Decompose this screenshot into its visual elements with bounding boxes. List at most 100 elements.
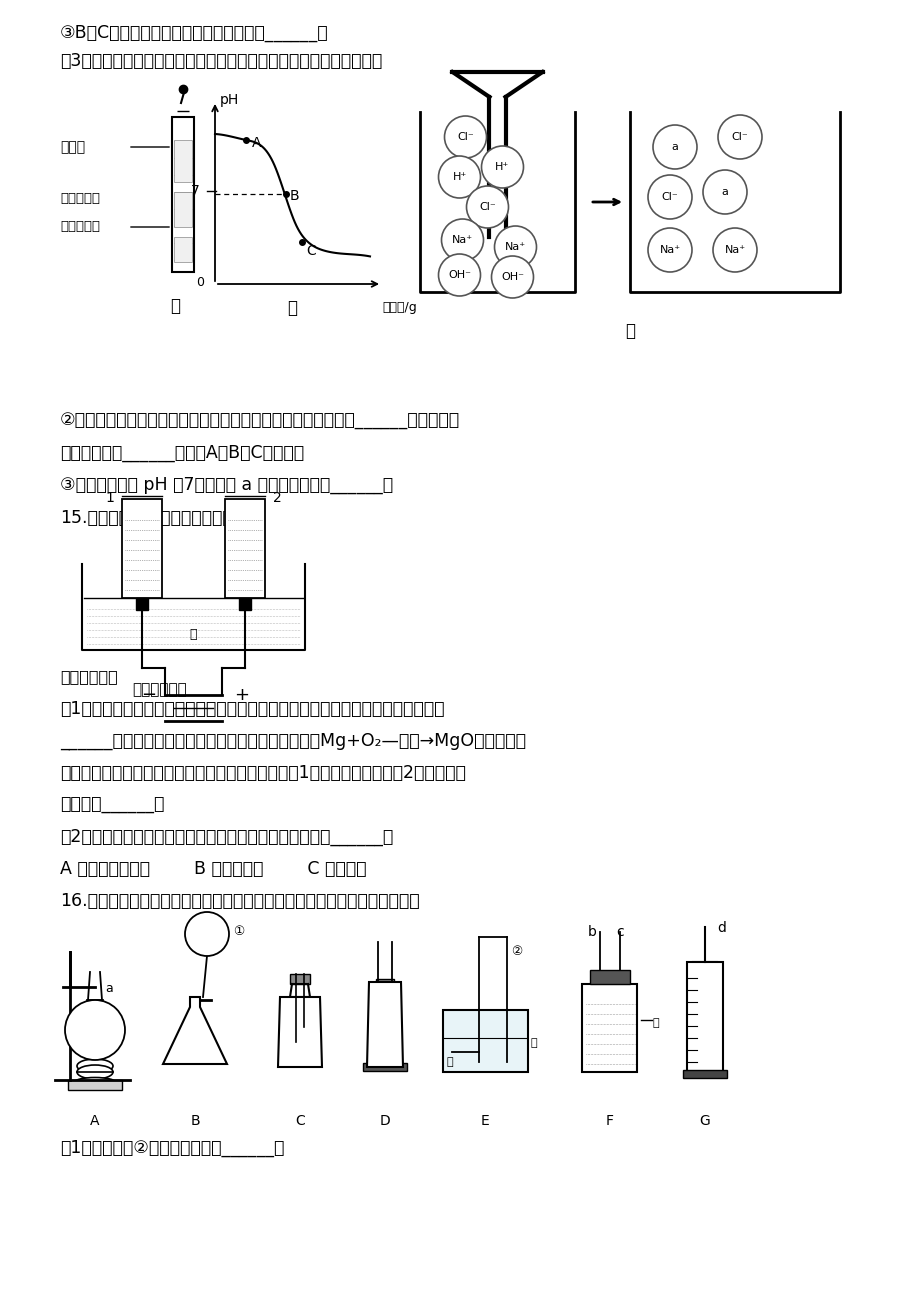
- Text: ②: ②: [510, 945, 522, 958]
- Circle shape: [438, 156, 480, 198]
- Text: Cl⁻: Cl⁻: [661, 191, 677, 202]
- Text: 0: 0: [196, 276, 204, 289]
- Text: B: B: [190, 1115, 199, 1128]
- Text: ①: ①: [233, 924, 244, 937]
- Text: （1）写出图中②标示的付器名称______。: （1）写出图中②标示的付器名称______。: [60, 1139, 284, 1157]
- Text: +: +: [233, 686, 249, 704]
- Bar: [172, 117, 194, 272]
- Bar: [136, 598, 148, 611]
- Text: a: a: [720, 187, 728, 197]
- Text: G: G: [698, 1115, 709, 1128]
- Circle shape: [647, 228, 691, 272]
- Circle shape: [441, 219, 483, 260]
- Circle shape: [717, 115, 761, 159]
- Text: B: B: [289, 189, 299, 203]
- Text: 甲: 甲: [170, 297, 180, 315]
- Text: 7: 7: [190, 184, 199, 198]
- Circle shape: [652, 125, 697, 169]
- Bar: [174, 191, 192, 227]
- Text: OH⁻: OH⁻: [501, 272, 524, 283]
- Text: 水: 水: [530, 1038, 537, 1048]
- Text: 可用图乙中点______（选填A、B或C）表示。: 可用图乙中点______（选填A、B或C）表示。: [60, 444, 304, 462]
- Text: Cl⁻: Cl⁻: [457, 132, 473, 142]
- Text: C: C: [305, 243, 315, 258]
- Text: A: A: [252, 135, 261, 150]
- Text: （3）物质鉴别完成后，取稀盐酸滴入氪氧化钓溶液中，如图甲所示。: （3）物质鉴别完成后，取稀盐酸滴入氪氧化钓溶液中，如图甲所示。: [60, 52, 381, 70]
- Circle shape: [185, 911, 229, 956]
- Circle shape: [712, 228, 756, 272]
- Text: ③若反应后溶液 pH 为7，图丙中 a 微粒的化学式为______。: ③若反应后溶液 pH 为7，图丙中 a 微粒的化学式为______。: [60, 477, 392, 493]
- Bar: [239, 598, 251, 611]
- Text: pH: pH: [220, 92, 239, 107]
- Text: 水的电解实验: 水的电解实验: [131, 682, 187, 697]
- Text: Na⁺: Na⁺: [659, 245, 680, 255]
- Text: D: D: [380, 1115, 390, 1128]
- Text: 水: 水: [189, 628, 197, 641]
- Text: c: c: [616, 924, 623, 939]
- Text: −: −: [141, 686, 156, 704]
- Ellipse shape: [77, 1065, 113, 1079]
- Circle shape: [466, 186, 508, 228]
- Text: 炉具清洁剂: 炉具清洁剂: [60, 220, 100, 233]
- Circle shape: [481, 146, 523, 187]
- Text: H⁺: H⁺: [494, 161, 509, 172]
- Text: ②若反应后溶液呼红色，则反应后溶液中的溶质是（酱酶除外）______；此时溶液: ②若反应后溶液呼红色，则反应后溶液中的溶质是（酱酶除外）______；此时溶液: [60, 411, 460, 430]
- Text: Na⁺: Na⁺: [505, 242, 526, 253]
- Text: 15.水与人类的生活和生产密切相关。: 15.水与人类的生活和生产密切相关。: [60, 509, 243, 527]
- Circle shape: [65, 1000, 125, 1060]
- Text: 水: 水: [446, 1057, 453, 1068]
- Bar: [589, 970, 630, 984]
- Text: 滴有酚酞的: 滴有酚酞的: [60, 191, 100, 204]
- Text: A 过氧化氢的分解        B 氢气的燃烧        C 水的电解: A 过氧化氢的分解 B 氢气的燃烧 C 水的电解: [60, 861, 366, 878]
- Text: Cl⁻: Cl⁻: [479, 202, 495, 212]
- Circle shape: [444, 116, 486, 158]
- Bar: [225, 499, 265, 598]
- Text: 丙: 丙: [624, 322, 634, 340]
- Polygon shape: [367, 982, 403, 1068]
- Text: ③B和C溶液混合发生反应的化学方程式为______；: ③B和C溶液混合发生反应的化学方程式为______；: [60, 23, 328, 42]
- Bar: [289, 974, 310, 984]
- Text: 乙: 乙: [288, 299, 297, 316]
- Text: H⁺: H⁺: [452, 172, 466, 182]
- Bar: [582, 984, 637, 1072]
- Text: 水: 水: [652, 1018, 658, 1029]
- Text: d: d: [716, 921, 725, 935]
- Text: E: E: [480, 1115, 489, 1128]
- Text: F: F: [606, 1115, 613, 1128]
- Bar: [442, 1010, 527, 1072]
- Text: 水的电解实验: 水的电解实验: [60, 669, 118, 684]
- Text: Cl⁻: Cl⁻: [731, 132, 747, 142]
- Ellipse shape: [75, 1078, 115, 1086]
- Text: 洁厕灵/g: 洁厕灵/g: [381, 301, 416, 314]
- Bar: [174, 237, 192, 262]
- Text: 1: 1: [105, 491, 114, 505]
- Text: Na⁺: Na⁺: [723, 245, 744, 255]
- Text: 2: 2: [273, 491, 281, 505]
- Circle shape: [491, 256, 533, 298]
- Bar: [68, 1079, 122, 1090]
- Polygon shape: [278, 997, 322, 1068]
- Bar: [686, 962, 722, 1072]
- Circle shape: [494, 227, 536, 268]
- Text: 16.现有实验室制取气体的部分装置，请结合所学化学知识，回答有关问题。: 16.现有实验室制取气体的部分装置，请结合所学化学知识，回答有关问题。: [60, 892, 419, 910]
- Text: Na⁺: Na⁺: [451, 234, 472, 245]
- Text: 洁厕灵: 洁厕灵: [60, 141, 85, 154]
- Bar: [682, 1070, 726, 1078]
- Text: a: a: [671, 142, 677, 152]
- Text: A: A: [90, 1115, 99, 1128]
- Text: （2）下列反应中，不能用来确定水由氢、氧元素组成的是______。: （2）下列反应中，不能用来确定水由氢、氧元素组成的是______。: [60, 828, 392, 846]
- Text: C: C: [295, 1115, 304, 1128]
- Bar: [363, 1062, 406, 1072]
- Text: a: a: [105, 982, 113, 995]
- Text: b: b: [587, 924, 596, 939]
- Text: 积之比为______。: 积之比为______。: [60, 796, 165, 814]
- Text: 在如图所示的装置中，当电源接通一段时间后，试管1中气体的体积与试管2中气体的体: 在如图所示的装置中，当电源接通一段时间后，试管1中气体的体积与试管2中气体的体: [60, 764, 465, 783]
- Polygon shape: [163, 997, 227, 1064]
- Text: （1）水在自然环境中不易分解，但在通电的条件下分解，其反应的化学式表达式为: （1）水在自然环境中不易分解，但在通电的条件下分解，其反应的化学式表达式为: [60, 700, 444, 717]
- Bar: [376, 979, 393, 986]
- Text: ______（例如：镆条在空气中燃烧的化学式表达式为Mg+O₂—点燃→MgO，下同），: ______（例如：镆条在空气中燃烧的化学式表达式为Mg+O₂—点燃→MgO，下…: [60, 732, 526, 750]
- Circle shape: [438, 254, 480, 296]
- Bar: [174, 141, 192, 182]
- Circle shape: [702, 171, 746, 214]
- Ellipse shape: [77, 1059, 113, 1073]
